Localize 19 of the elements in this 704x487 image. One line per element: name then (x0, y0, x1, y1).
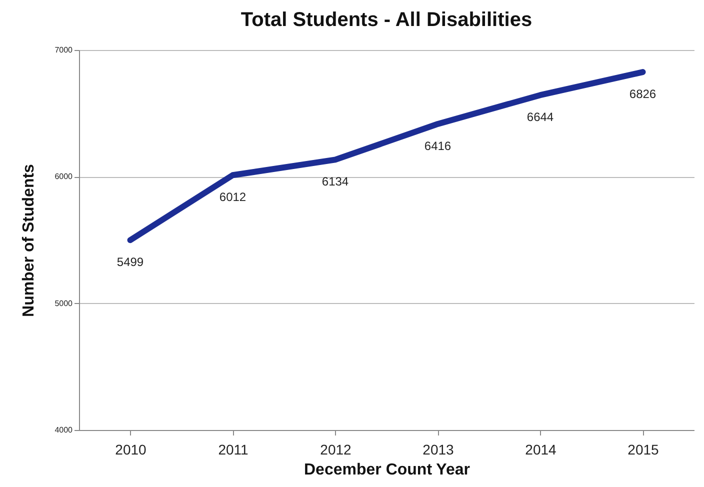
y-tick-label: 6000 (54, 172, 74, 182)
y-tick-label: 5000 (54, 298, 74, 308)
y-axis-title: Number of Students (20, 164, 38, 317)
data-label: 6416 (424, 138, 452, 153)
data-label: 5499 (116, 255, 144, 270)
x-tick-label: 2010 (115, 442, 147, 458)
x-tick-label: 2013 (422, 442, 454, 458)
x-tick-label: 2012 (320, 442, 352, 458)
data-label: 6134 (322, 174, 349, 189)
x-tick-label: 2015 (628, 442, 660, 458)
data-label: 6826 (629, 87, 656, 102)
y-tick-label: 4000 (54, 426, 74, 434)
x-tick-label: 2011 (218, 442, 249, 458)
data-label: 6012 (219, 190, 246, 204)
x-axis-title: December Count Year (304, 462, 470, 478)
x-tick-label: 2014 (525, 442, 557, 458)
data-label: 6644 (526, 110, 554, 124)
chart-title: Total Students - All Disabilities (240, 9, 532, 31)
y-tick-label: 7000 (54, 46, 74, 54)
